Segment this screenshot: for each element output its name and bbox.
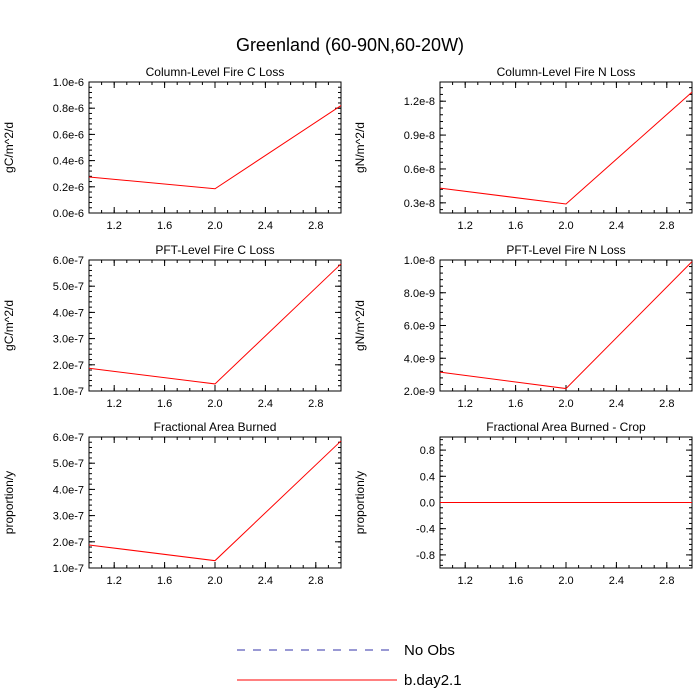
y-tick-label: 3.0e-7 (53, 511, 84, 523)
chart-panel-4: PFT-Level Fire N Loss gN/m^2/d 1.2 1.6 2.0 2.… (353, 243, 693, 410)
y-tick-label: 6.0e-9 (404, 321, 435, 333)
x-tick-label: 2.8 (308, 398, 323, 410)
x-tick-label: 1.2 (107, 575, 122, 587)
plot-frame (439, 259, 693, 392)
y-tick-label: 1.0e-7 (53, 386, 84, 398)
y-tick-label: 1.0e-7 (53, 563, 84, 575)
x-tick-label: 2.0 (558, 220, 573, 232)
legend-label: b.day2.1 (404, 672, 462, 689)
y-axis-label: gN/m^2/d (353, 300, 367, 351)
y-tick-label: 0.6e-6 (53, 129, 84, 141)
x-tick-label: 2.8 (308, 575, 323, 587)
legend-label: No Obs (404, 642, 455, 659)
y-axis-label: gC/m^2/d (2, 300, 16, 351)
chart-panel-3: PFT-Level Fire C Loss gC/m^2/d 1.2 1.6 2.0 2.… (2, 243, 342, 410)
series-line (88, 105, 342, 190)
x-tick-label: 2.0 (558, 398, 573, 410)
x-tick-label: 1.2 (107, 398, 122, 410)
x-tick-label: 1.2 (107, 220, 122, 232)
series-line (439, 261, 693, 390)
x-tick-label: 2.4 (609, 398, 624, 410)
y-tick-label: 6.0e-7 (53, 255, 84, 267)
y-tick-label: 0.4e-6 (53, 156, 84, 168)
panel-title: Fractional Area Burned (154, 420, 277, 434)
y-tick-label: 8.0e-9 (404, 288, 435, 300)
panels: Column-Level Fire C Loss gC/m^2/d 1.2 1.6 2.… (2, 65, 693, 587)
y-tick-label: 0.3e-8 (404, 198, 435, 210)
series-line (88, 263, 342, 385)
x-tick-label: 1.6 (508, 220, 523, 232)
x-tick-label: 2.8 (659, 575, 674, 587)
panel-title: Column-Level Fire C Loss (146, 65, 285, 79)
y-tick-label: 5.0e-7 (53, 281, 84, 293)
x-tick-label: 1.2 (458, 398, 473, 410)
chart-panel-2: Column-Level Fire N Loss gN/m^2/d 1.2 1.6 2.… (353, 65, 693, 232)
y-tick-label: 5.0e-7 (53, 458, 84, 470)
y-tick-label: 1.0e-6 (53, 77, 84, 89)
y-tick-label: 0.9e-8 (404, 130, 435, 142)
chart-panel-1: Column-Level Fire C Loss gC/m^2/d 1.2 1.6 2.… (2, 65, 342, 232)
y-tick-label: 4.0e-9 (404, 353, 435, 365)
plot-frame (88, 81, 342, 214)
y-tick-label: 0.4 (420, 471, 435, 483)
panel-title: Column-Level Fire N Loss (497, 65, 636, 79)
y-tick-label: 2.0e-7 (53, 360, 84, 372)
y-axis-label: proportion/y (353, 471, 367, 534)
series-line (439, 91, 693, 205)
y-tick-label: 0.6e-8 (404, 164, 435, 176)
y-tick-label: 2.0e-7 (53, 537, 84, 549)
x-tick-label: 2.8 (659, 398, 674, 410)
x-tick-label: 1.2 (458, 220, 473, 232)
y-tick-label: 2.0e-9 (404, 386, 435, 398)
x-tick-label: 2.4 (258, 220, 273, 232)
x-tick-label: 2.4 (609, 575, 624, 587)
x-tick-label: 2.4 (258, 398, 273, 410)
x-tick-label: 2.4 (609, 220, 624, 232)
x-tick-label: 1.6 (157, 575, 172, 587)
y-tick-label: -0.4 (416, 524, 435, 536)
figure-title: Greenland (60-90N,60-20W) (236, 35, 464, 55)
x-tick-label: 1.2 (458, 575, 473, 587)
x-tick-label: 1.6 (508, 398, 523, 410)
x-tick-label: 1.6 (508, 575, 523, 587)
y-tick-label: 3.0e-7 (53, 334, 84, 346)
y-tick-label: 0.8e-6 (53, 103, 84, 115)
x-tick-label: 2.0 (558, 575, 573, 587)
x-tick-label: 1.6 (157, 398, 172, 410)
y-tick-label: -0.8 (416, 550, 435, 562)
y-axis-label: proportion/y (2, 471, 16, 534)
legend: No Obs b.day2.1 (237, 642, 462, 689)
y-tick-label: 0.0e-6 (53, 208, 84, 220)
plot-frame (88, 259, 342, 392)
x-tick-label: 2.0 (207, 220, 222, 232)
chart-panel-6: Fractional Area Burned - Crop proportion/… (353, 420, 693, 587)
chart-panel-5: Fractional Area Burned proportion/y 1.2 1.6… (2, 420, 342, 587)
y-tick-label: 0.2e-6 (53, 182, 84, 194)
x-tick-label: 2.0 (207, 575, 222, 587)
panel-title: Fractional Area Burned - Crop (486, 420, 646, 434)
x-tick-label: 2.8 (659, 220, 674, 232)
y-tick-label: 0.0 (420, 498, 435, 510)
y-tick-label: 4.0e-7 (53, 484, 84, 496)
x-tick-label: 2.4 (258, 575, 273, 587)
y-tick-label: 0.8 (420, 445, 435, 457)
x-tick-label: 1.6 (157, 220, 172, 232)
series-line (88, 440, 342, 562)
panel-title: PFT-Level Fire C Loss (155, 243, 274, 257)
x-tick-label: 2.0 (207, 398, 222, 410)
y-tick-label: 6.0e-7 (53, 432, 84, 444)
x-tick-label: 2.8 (308, 220, 323, 232)
plot-frame (88, 436, 342, 569)
panel-title: PFT-Level Fire N Loss (506, 243, 625, 257)
y-tick-label: 4.0e-7 (53, 307, 84, 319)
y-tick-label: 1.2e-8 (404, 96, 435, 108)
y-axis-label: gN/m^2/d (353, 122, 367, 173)
y-tick-label: 1.0e-8 (404, 255, 435, 267)
y-axis-label: gC/m^2/d (2, 122, 16, 173)
